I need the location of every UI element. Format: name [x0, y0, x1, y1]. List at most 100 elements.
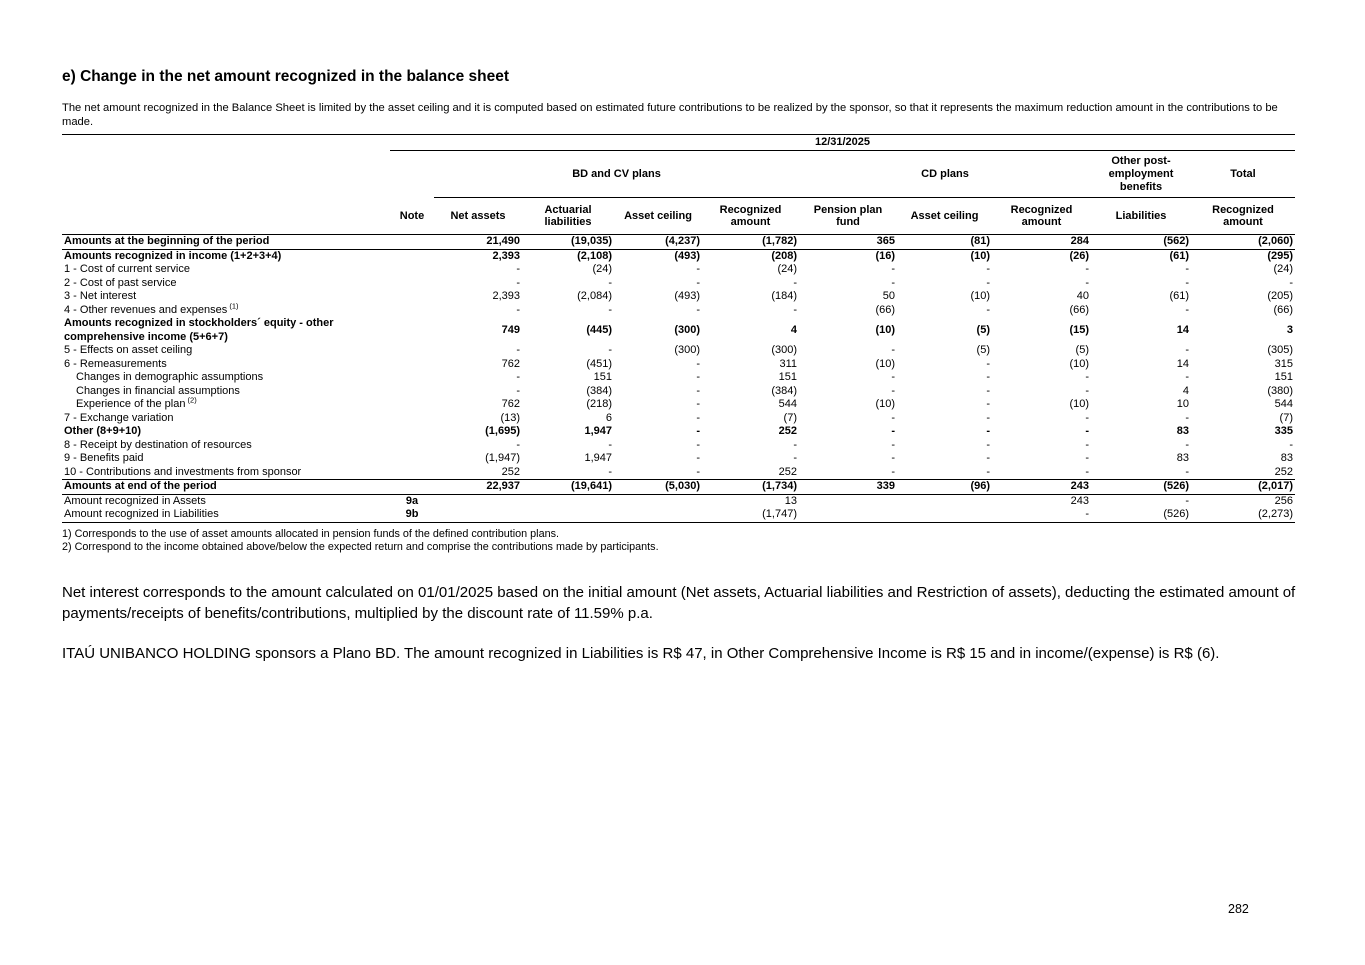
value-cell: (24)	[592, 263, 612, 275]
value-cell: 252	[778, 465, 797, 478]
date-row: 12/31/2025	[62, 134, 1295, 151]
table-row: Amounts at end of the period 22,937 (19,64…	[62, 479, 1295, 495]
table-body: Amounts at the beginning of the period 21…	[62, 234, 1295, 523]
value-cell: (66)	[1273, 303, 1293, 316]
row-label: Amounts at the beginning of the period	[62, 234, 390, 250]
value-cell: (295)	[1267, 249, 1293, 262]
value-cell: 365	[799, 234, 897, 250]
note-cell	[390, 358, 434, 372]
value-cell: (380)	[1267, 384, 1293, 397]
value-cell: 13	[784, 494, 797, 507]
value-cell: -	[608, 465, 612, 478]
table-row: Changes in financial assumptions - (384) - (…	[62, 385, 1295, 399]
value-cell: (10)	[1069, 357, 1089, 370]
body-paragraphs: Net interest corresponds to the amount c…	[62, 582, 1305, 665]
note-cell: 9b	[390, 508, 434, 523]
value-cell: (205)	[1267, 290, 1293, 302]
spacer-cell	[390, 151, 434, 198]
value-cell: (526)	[1091, 508, 1191, 523]
pension-change-table: 12/31/2025 BD and CV plans CD plans Other p…	[62, 134, 1295, 523]
value-cell: -	[891, 263, 895, 275]
value-cell: -	[891, 276, 895, 289]
value-cell: -	[891, 344, 895, 356]
row-label: Amounts recognized in stockholders´ equi…	[64, 317, 334, 343]
spacer-cell	[62, 151, 390, 198]
value-cell: -	[986, 438, 990, 451]
group-header: Total	[1191, 150, 1295, 198]
footnote-marker: (2)	[185, 395, 197, 405]
column-header-row: Note Net assets Actuarial liabilities Asset…	[62, 197, 1295, 235]
value-cell: (300)	[674, 344, 700, 356]
note-cell	[390, 425, 434, 439]
table-row: Amounts recognized in stockholders´ equi…	[62, 317, 1295, 344]
value-cell	[434, 494, 522, 508]
value-cell: -	[1289, 276, 1293, 289]
value-cell: -	[1085, 425, 1089, 437]
spacer-cell	[62, 197, 390, 235]
value-cell: 1,947	[584, 425, 612, 437]
value-cell: 243	[992, 479, 1091, 495]
table-row: Amounts recognized in income (1+2+3+4) 2,…	[62, 249, 1295, 263]
value-cell: -	[793, 276, 797, 289]
value-cell: -	[696, 411, 700, 424]
value-cell: (562)	[1091, 234, 1191, 250]
value-cell: -	[986, 465, 990, 478]
table-head: 12/31/2025 BD and CV plans CD plans Other p…	[62, 134, 1295, 235]
value-cell: (16)	[875, 249, 895, 262]
table-row: 10 - Contributions and investments from …	[62, 466, 1295, 480]
value-cell: 311	[779, 357, 797, 370]
value-cell: -	[696, 452, 700, 464]
value-cell: -	[516, 344, 520, 356]
value-cell: 14	[1176, 357, 1189, 370]
value-cell: 243	[1070, 494, 1089, 507]
value-cell: (66)	[875, 303, 895, 316]
note-cell	[390, 290, 434, 304]
row-label: Changes in demographic assumptions	[76, 371, 264, 383]
column-header: Pension plan fund	[799, 197, 897, 235]
value-cell: (300)	[771, 344, 797, 356]
value-cell: (10)	[970, 249, 990, 262]
paragraph: ITAÚ UNIBANCO HOLDING sponsors a Plano B…	[62, 644, 1220, 662]
value-cell	[614, 508, 702, 523]
table-row: 5 - Effects on asset ceiling - - (300) (300)…	[62, 344, 1295, 358]
value-cell: -	[1085, 438, 1089, 451]
row-label: 5 - Effects on asset ceiling	[64, 344, 193, 356]
value-cell: -	[696, 371, 700, 383]
value-cell: -	[516, 303, 520, 316]
row-label: Amounts recognized in income (1+2+3+4)	[64, 249, 282, 262]
value-cell: -	[696, 398, 700, 410]
value-cell: 10	[1176, 398, 1189, 410]
value-cell: (24)	[777, 263, 797, 275]
value-cell: (1,747)	[702, 508, 799, 523]
value-cell: 83	[1176, 425, 1189, 437]
value-cell: -	[1085, 452, 1089, 464]
value-cell: 2,393	[492, 249, 520, 262]
value-cell: 151	[778, 371, 797, 383]
row-label: 6 - Remeasurements	[64, 357, 167, 370]
value-cell: -	[793, 452, 797, 464]
value-cell: -	[1085, 276, 1089, 289]
table-row: Amount recognized in Liabilities 9b (1,747…	[62, 508, 1295, 523]
value-cell: -	[696, 465, 700, 478]
value-cell: -	[891, 411, 895, 424]
value-cell: -	[793, 303, 797, 316]
value-cell: (2,017)	[1191, 479, 1295, 495]
value-cell: 544	[1274, 398, 1293, 410]
value-cell	[799, 508, 897, 523]
value-cell: (5,030)	[614, 479, 702, 495]
table-row: 2 - Cost of past service - - - - - - - - -	[62, 277, 1295, 291]
value-cell: -	[1185, 344, 1189, 356]
value-cell: -	[1185, 438, 1189, 451]
note-cell	[390, 479, 434, 495]
column-header: Recognized amount	[992, 197, 1091, 235]
value-cell: 83	[1280, 452, 1293, 464]
value-cell: (61)	[1169, 290, 1189, 302]
value-cell: -	[516, 438, 520, 451]
footnote: 1) Corresponds to the use of asset amoun…	[62, 527, 559, 540]
intro-paragraph: The net amount recognized in the Balance…	[62, 102, 1278, 128]
footnotes: 1) Corresponds to the use of asset amoun…	[62, 528, 1295, 555]
column-header: Net assets	[434, 197, 522, 235]
value-cell: (384)	[771, 384, 797, 397]
page-number: 282	[1228, 902, 1249, 916]
